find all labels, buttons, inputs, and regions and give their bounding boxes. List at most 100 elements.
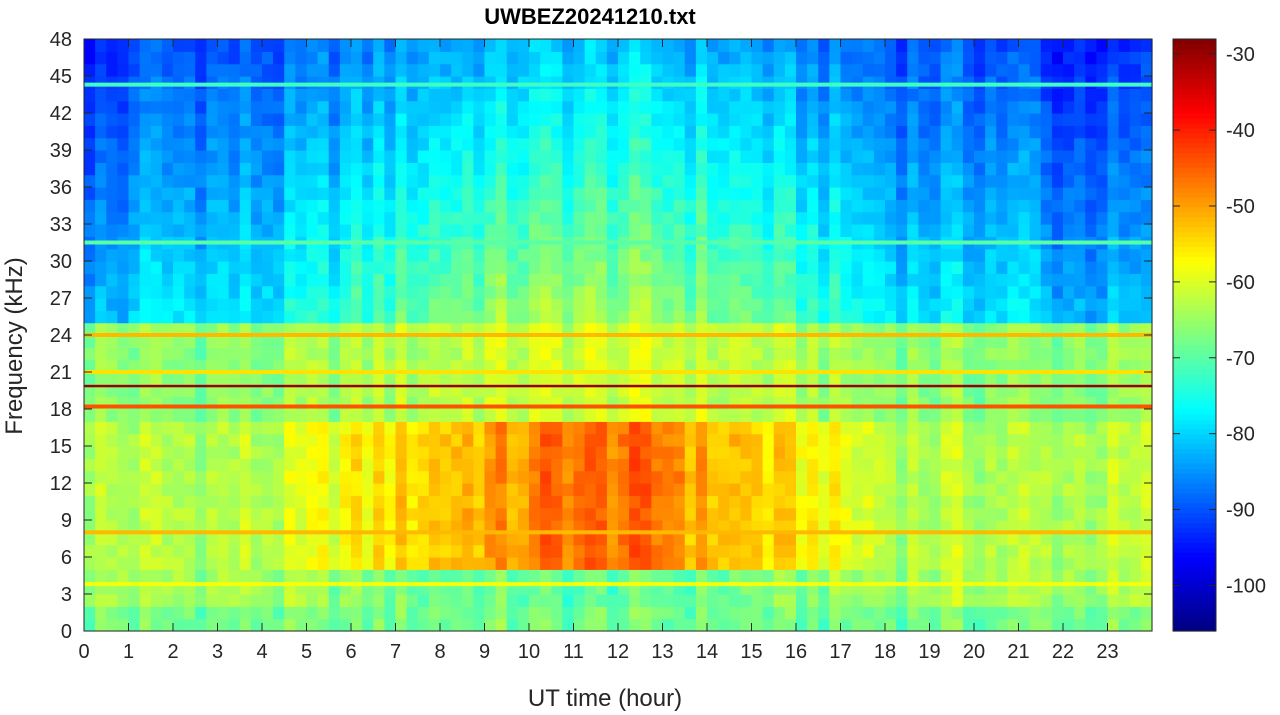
heatmap-cell: [562, 39, 575, 52]
heatmap-cell: [1085, 261, 1097, 274]
heatmap-cell: [529, 248, 541, 262]
heatmap-cell: [996, 261, 1008, 274]
heatmap-cell: [250, 63, 263, 77]
heatmap-cell: [139, 520, 152, 533]
heatmap-cell: [707, 347, 719, 361]
heatmap-cell: [1007, 273, 1020, 287]
heatmap-cell: [1051, 581, 1064, 595]
heatmap-cell: [907, 51, 919, 65]
heatmap-cell: [1096, 594, 1109, 607]
heatmap-cell: [707, 310, 719, 324]
heatmap-cell: [684, 199, 697, 213]
heatmap-cell: [618, 335, 630, 348]
heatmap-cell: [651, 483, 664, 496]
heatmap-cell: [84, 100, 96, 114]
heatmap-cell: [707, 322, 719, 336]
heatmap-cell: [985, 532, 997, 546]
heatmap-cell: [629, 187, 641, 200]
heatmap-cell: [840, 507, 853, 521]
heatmap-cell: [495, 63, 508, 77]
heatmap-cell: [128, 569, 141, 583]
heatmap-cell: [250, 458, 263, 472]
heatmap-cell: [517, 162, 530, 176]
heatmap-cell: [161, 261, 174, 274]
heatmap-cell: [1029, 569, 1042, 583]
heatmap-cell: [462, 421, 474, 435]
heatmap-cell: [484, 347, 497, 361]
heatmap-cell: [684, 63, 697, 77]
heatmap-cell: [662, 544, 675, 558]
heatmap-cell: [629, 261, 641, 274]
heatmap-cell: [673, 421, 686, 435]
colorbar-segment: [1173, 157, 1216, 163]
heatmap-cell: [262, 310, 274, 324]
heatmap-cell: [996, 224, 1008, 237]
heatmap-cell: [784, 100, 797, 114]
heatmap-cell: [640, 569, 652, 583]
heatmap-cell: [695, 199, 708, 213]
heatmap-cell: [707, 162, 719, 176]
heatmap-cell: [206, 606, 219, 620]
heatmap-cell: [673, 100, 686, 114]
heatmap-cell: [517, 150, 530, 163]
heatmap-cell: [773, 174, 786, 188]
heatmap-cell: [339, 273, 352, 287]
heatmap-cell: [1040, 446, 1053, 459]
heatmap-cell: [951, 63, 964, 77]
heatmap-cell: [985, 88, 997, 102]
heatmap-cell: [228, 495, 241, 509]
heatmap-cell: [996, 347, 1008, 361]
heatmap-cell: [1118, 347, 1131, 361]
x-tick-label: 5: [301, 641, 312, 663]
heatmap-cell: [773, 618, 786, 632]
heatmap-cell: [1107, 507, 1120, 521]
heatmap-cell: [573, 569, 586, 583]
heatmap-cell: [962, 248, 975, 262]
heatmap-cell: [317, 520, 330, 533]
heatmap-cell: [929, 162, 942, 176]
heatmap-cell: [651, 51, 664, 65]
heatmap-cell: [495, 446, 508, 459]
heatmap-cell: [974, 273, 986, 287]
heatmap-cell: [406, 359, 419, 373]
heatmap-cell: [417, 359, 430, 373]
heatmap-cell: [640, 88, 652, 102]
heatmap-cell: [885, 137, 897, 151]
heatmap-cell: [161, 211, 174, 225]
heatmap-cell: [273, 618, 285, 632]
heatmap-cell: [862, 470, 875, 484]
heatmap-cell: [384, 606, 397, 620]
heatmap-cell: [495, 557, 508, 570]
heatmap-cell: [551, 273, 563, 287]
heatmap-cell: [384, 137, 397, 151]
heatmap-cell: [339, 581, 352, 595]
heatmap-cell: [217, 557, 230, 570]
heatmap-cell: [395, 384, 408, 398]
heatmap-cell: [195, 298, 207, 311]
heatmap-cell: [962, 446, 975, 459]
heatmap-cell: [940, 347, 953, 361]
heatmap-cell: [328, 137, 341, 151]
heatmap-cell: [150, 384, 163, 398]
heatmap-cell: [551, 606, 563, 620]
heatmap-cell: [940, 470, 953, 484]
colorbar-segment: [1173, 591, 1216, 598]
heatmap-cell: [662, 396, 675, 410]
heatmap-cell: [328, 421, 341, 435]
heatmap-cell: [773, 557, 786, 570]
heatmap-cell: [373, 310, 385, 324]
heatmap-cell: [918, 76, 931, 89]
heatmap-cell: [629, 322, 641, 336]
heatmap-cell: [306, 433, 319, 447]
heatmap-cell: [1063, 248, 1075, 262]
heatmap-cell: [351, 520, 363, 533]
heatmap-cell: [962, 384, 975, 398]
heatmap-cell: [117, 421, 130, 435]
heatmap-cell: [873, 298, 886, 311]
heatmap-cell: [1029, 285, 1042, 299]
heatmap-cell: [773, 224, 786, 237]
heatmap-cell: [506, 63, 519, 77]
heatmap-cell: [584, 594, 597, 607]
heatmap-cell: [896, 544, 908, 558]
heatmap-cell: [573, 384, 586, 398]
